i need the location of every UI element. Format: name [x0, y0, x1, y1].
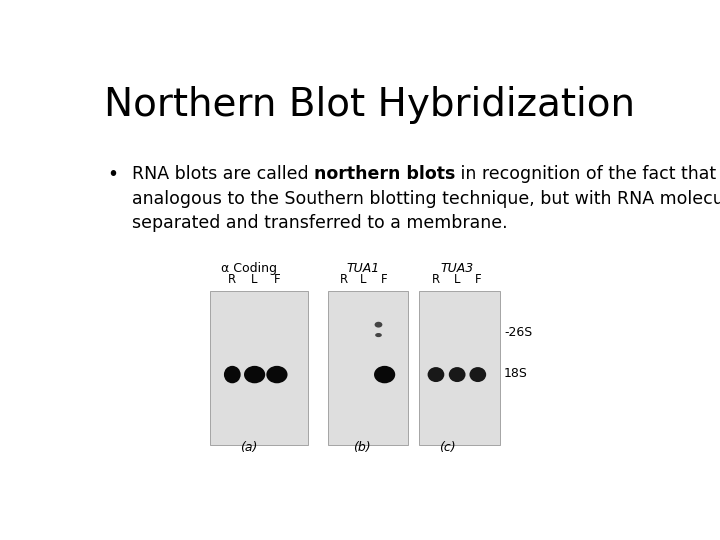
Text: RNA blots are called: RNA blots are called: [132, 165, 314, 183]
Bar: [210, 292, 307, 446]
Text: L: L: [360, 273, 366, 286]
Text: TUA1: TUA1: [347, 262, 380, 275]
Ellipse shape: [374, 366, 395, 383]
Ellipse shape: [224, 366, 240, 383]
Text: F: F: [474, 273, 481, 286]
Text: (b): (b): [353, 441, 371, 454]
Text: R: R: [228, 273, 236, 286]
Bar: [328, 292, 408, 446]
Text: α Coding: α Coding: [221, 262, 277, 275]
Text: analogous to the Southern blotting technique, but with RNA molecules being: analogous to the Southern blotting techn…: [132, 190, 720, 207]
Text: (c): (c): [438, 441, 456, 454]
Text: Northern Blot Hybridization: Northern Blot Hybridization: [104, 85, 634, 124]
Text: -26S: -26S: [504, 327, 532, 340]
Text: F: F: [274, 273, 280, 286]
Text: (a): (a): [240, 441, 258, 454]
Text: L: L: [454, 273, 460, 286]
Bar: [419, 292, 500, 446]
Ellipse shape: [244, 366, 265, 383]
Text: 18S: 18S: [504, 367, 528, 380]
Text: R: R: [432, 273, 440, 286]
Ellipse shape: [375, 333, 382, 337]
Text: R: R: [340, 273, 348, 286]
Text: separated and transferred to a membrane.: separated and transferred to a membrane.: [132, 214, 508, 233]
Text: in recognition of the fact that the procedure is: in recognition of the fact that the proc…: [455, 165, 720, 183]
Text: northern blots: northern blots: [314, 165, 455, 183]
Ellipse shape: [266, 366, 287, 383]
Ellipse shape: [428, 367, 444, 382]
Text: •: •: [107, 165, 118, 184]
Text: TUA3: TUA3: [441, 262, 474, 275]
Text: L: L: [251, 273, 258, 286]
Ellipse shape: [374, 322, 382, 328]
Ellipse shape: [469, 367, 486, 382]
Ellipse shape: [449, 367, 466, 382]
Text: F: F: [382, 273, 388, 286]
